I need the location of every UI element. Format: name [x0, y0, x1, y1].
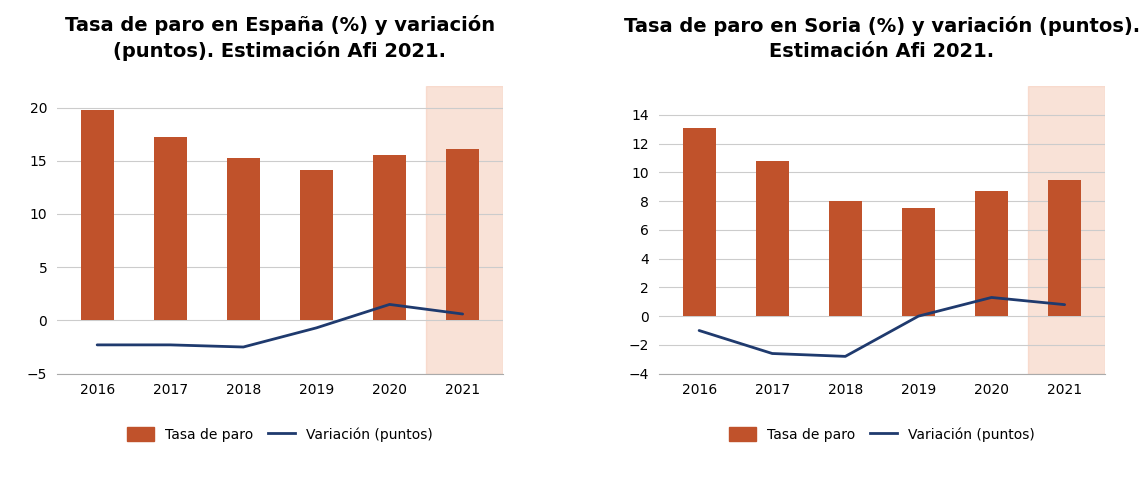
Legend: Tasa de paro, Variación (puntos): Tasa de paro, Variación (puntos) [723, 421, 1041, 447]
Variación (puntos) [163, 342, 177, 348]
Variación (puntos) [693, 328, 706, 333]
Bar [374, 155, 405, 320]
Bar [975, 191, 1008, 316]
Bar [756, 161, 788, 316]
Title: Tasa de paro en Soria (%) y variación (puntos).
Estimación Afi 2021.: Tasa de paro en Soria (%) y variación (p… [624, 16, 1139, 61]
Title: Tasa de paro en España (%) y variación
(puntos). Estimación Afi 2021.: Tasa de paro en España (%) y variación (… [65, 15, 495, 61]
Line: Variación (puntos): Variación (puntos) [699, 297, 1065, 356]
Bar [446, 149, 480, 320]
Bar [682, 128, 715, 316]
Bar [227, 158, 260, 320]
Variación (puntos) [985, 295, 999, 300]
Variación (puntos) [237, 344, 251, 350]
Variación (puntos) [911, 313, 925, 319]
Variación (puntos) [456, 311, 469, 317]
Bar [426, 86, 502, 374]
Bar [902, 208, 935, 316]
Variación (puntos) [90, 342, 104, 348]
Variación (puntos) [383, 302, 396, 308]
Bar [1048, 180, 1081, 316]
Variación (puntos) [838, 354, 852, 359]
Bar [154, 137, 187, 320]
Variación (puntos) [310, 325, 323, 331]
Bar [300, 171, 333, 320]
Bar [81, 110, 114, 320]
Bar [829, 201, 862, 316]
Variación (puntos) [765, 351, 779, 356]
Bar [1029, 86, 1105, 374]
Variación (puntos) [1058, 302, 1072, 308]
Legend: Tasa de paro, Variación (puntos): Tasa de paro, Variación (puntos) [121, 421, 439, 447]
Line: Variación (puntos): Variación (puntos) [97, 305, 462, 347]
